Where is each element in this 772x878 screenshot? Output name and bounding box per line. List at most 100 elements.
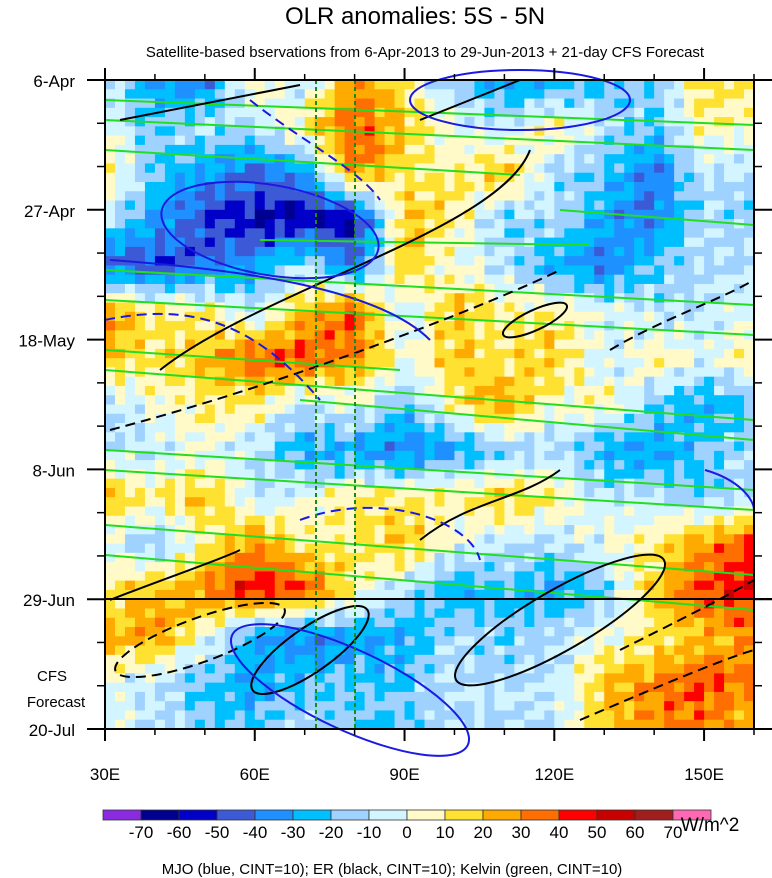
heat-cell xyxy=(414,441,426,452)
heat-cell xyxy=(224,163,236,174)
heat-cell xyxy=(604,617,615,628)
heat-cell xyxy=(154,515,166,526)
heat-cell xyxy=(354,617,366,628)
heat-cell xyxy=(144,654,156,665)
heat-cell xyxy=(504,107,515,118)
heat-cell xyxy=(204,654,216,665)
heat-cell xyxy=(134,673,146,684)
heat-cell xyxy=(734,534,745,545)
heat-cell xyxy=(364,627,376,637)
heat-cell xyxy=(704,191,715,202)
heat-cell xyxy=(264,107,276,118)
heat-cell xyxy=(454,534,466,545)
heat-cell xyxy=(624,571,635,582)
heat-cell xyxy=(714,228,725,239)
heat-cell xyxy=(304,654,316,665)
heat-cell xyxy=(214,608,226,619)
heat-cell xyxy=(664,237,675,248)
heat-cell xyxy=(734,497,745,508)
heat-cell xyxy=(504,571,515,582)
heat-cell xyxy=(674,265,685,276)
heat-cell xyxy=(714,691,725,702)
heat-cell xyxy=(674,534,685,545)
heat-cell xyxy=(624,321,635,331)
heat-cell xyxy=(414,321,426,331)
heat-cell xyxy=(324,163,336,174)
heat-cell xyxy=(314,367,326,378)
heat-cell xyxy=(664,367,675,378)
heat-cell xyxy=(184,358,196,369)
heat-cell xyxy=(594,543,605,554)
heat-cell xyxy=(284,209,296,220)
heat-cell xyxy=(144,219,156,229)
heat-cell xyxy=(504,580,515,591)
heat-cell xyxy=(174,571,186,582)
heat-cell xyxy=(214,358,226,369)
heat-cell xyxy=(294,469,306,480)
heat-cell xyxy=(284,571,296,582)
heat-cell xyxy=(564,330,575,341)
heat-cell xyxy=(464,144,476,155)
heat-cell xyxy=(664,302,675,313)
heat-cell xyxy=(314,719,326,730)
heat-cell xyxy=(264,682,276,693)
heat-cell xyxy=(614,163,625,174)
heat-cell xyxy=(634,617,645,628)
heat-cell xyxy=(204,293,216,304)
heat-cell xyxy=(534,487,545,498)
heat-cell xyxy=(474,89,486,100)
heat-cell xyxy=(244,228,256,239)
heat-cell xyxy=(584,358,595,369)
y-tick-label: 20-Jul xyxy=(29,721,75,740)
heat-cell xyxy=(644,293,655,304)
heat-cell xyxy=(244,608,256,619)
heat-cell xyxy=(664,525,675,535)
heat-cell xyxy=(214,478,226,489)
heat-cell xyxy=(204,376,216,387)
heat-cell xyxy=(174,497,186,508)
heat-cell xyxy=(294,506,306,517)
heat-cell xyxy=(444,617,456,628)
heat-cell xyxy=(654,154,665,165)
heat-cell xyxy=(424,154,436,165)
heat-cell xyxy=(214,710,226,721)
heat-cell xyxy=(224,525,236,535)
heat-cell xyxy=(244,534,256,545)
heat-cell xyxy=(564,654,575,665)
heat-cell xyxy=(474,404,486,415)
heat-cell xyxy=(664,469,675,480)
heat-cell xyxy=(634,404,645,415)
heat-cell xyxy=(634,163,645,174)
heat-cell xyxy=(184,376,196,387)
heat-cell xyxy=(664,460,675,470)
heat-cell xyxy=(105,191,116,202)
heat-cell xyxy=(464,543,476,554)
heat-cell xyxy=(484,654,495,665)
heat-cell xyxy=(324,682,336,693)
heat-cell xyxy=(294,98,306,109)
heat-cell xyxy=(624,117,635,127)
heat-cell xyxy=(334,256,346,267)
heat-cell xyxy=(414,339,426,350)
heat-cell xyxy=(264,228,276,239)
heat-cell xyxy=(494,228,505,239)
heat-cell xyxy=(734,552,745,563)
heat-cell xyxy=(444,636,456,647)
heat-cell xyxy=(344,117,356,127)
heat-cell xyxy=(324,562,336,572)
heat-cell xyxy=(154,256,166,267)
heat-cell xyxy=(274,664,286,674)
heat-cell xyxy=(454,636,466,647)
heat-cell xyxy=(674,404,685,415)
heat-cell xyxy=(564,311,575,322)
heat-cell xyxy=(374,571,386,582)
heat-cell xyxy=(294,339,306,350)
heat-cell xyxy=(194,246,206,257)
colorbar-label: 70 xyxy=(664,823,683,842)
heat-cell xyxy=(424,691,436,702)
heat-cell xyxy=(694,525,705,535)
heat-cell xyxy=(694,330,705,341)
heat-cell xyxy=(314,209,326,220)
heat-cell xyxy=(634,117,645,127)
heat-cell xyxy=(414,302,426,313)
